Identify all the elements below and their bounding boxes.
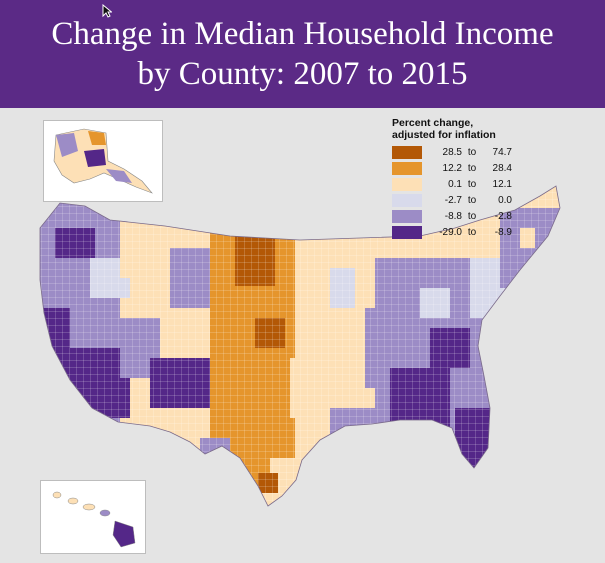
legend-range-high: -8.9 — [494, 226, 512, 238]
legend-range-to: to — [467, 146, 477, 158]
title-line-1: Change in Median Household Income — [51, 16, 554, 52]
us-county-map — [39, 185, 561, 507]
title-line-2: by County: 2007 to 2015 — [137, 56, 468, 92]
legend-range-low: -29.0 — [439, 226, 462, 238]
legend-range-high: 74.7 — [492, 146, 512, 158]
legend-title-line-2: adjusted for inflation — [392, 129, 496, 141]
legend-item: -8.8 to -2.8 — [392, 209, 542, 223]
legend-range-high: -2.8 — [494, 210, 512, 222]
legend-swatch — [392, 209, 422, 223]
legend-range-high: 28.4 — [492, 162, 512, 174]
legend: Percent change, adjusted for inflation 2… — [392, 117, 542, 241]
legend-swatch — [392, 145, 422, 159]
legend-item: 0.1 to 12.1 — [392, 177, 542, 191]
legend-range-to: to — [467, 178, 477, 190]
alaska-inset — [43, 120, 163, 202]
alaska-map — [53, 128, 153, 194]
legend-range-to: to — [467, 194, 477, 206]
map-panel — [0, 108, 605, 563]
legend-item: 28.5 to 74.7 — [392, 145, 542, 159]
legend-item: -29.0 to -8.9 — [392, 225, 542, 239]
hawaii-map — [52, 491, 136, 548]
legend-range-low: -2.7 — [444, 194, 462, 206]
legend-item: -2.7 to 0.0 — [392, 193, 542, 207]
legend-swatch — [392, 161, 422, 175]
legend-range-to: to — [467, 162, 477, 174]
legend-swatch — [392, 177, 422, 191]
legend-range-low: 12.2 — [442, 162, 462, 174]
legend-item: 12.2 to 28.4 — [392, 161, 542, 175]
legend-items: 28.5 to 74.7 12.2 to 28.4 0.1 to 12.1 -2.7 to 0.0 -8… — [392, 145, 542, 239]
title-band: Change in Median Household Income by Cou… — [0, 0, 605, 108]
legend-range-low: 0.1 — [448, 178, 462, 190]
legend-range-high: 0.0 — [498, 194, 512, 206]
legend-title-line-1: Percent change, — [392, 117, 474, 129]
hawaii-inset — [40, 480, 146, 554]
legend-range-low: -8.8 — [444, 210, 462, 222]
legend-range-low: 28.5 — [442, 146, 462, 158]
legend-range-to: to — [467, 226, 477, 238]
legend-swatch — [392, 225, 422, 239]
legend-range-high: 12.1 — [492, 178, 512, 190]
mouse-pointer-icon — [102, 4, 112, 18]
legend-range-to: to — [467, 210, 477, 222]
us-contiguous-states — [40, 186, 560, 506]
legend-swatch — [392, 193, 422, 207]
